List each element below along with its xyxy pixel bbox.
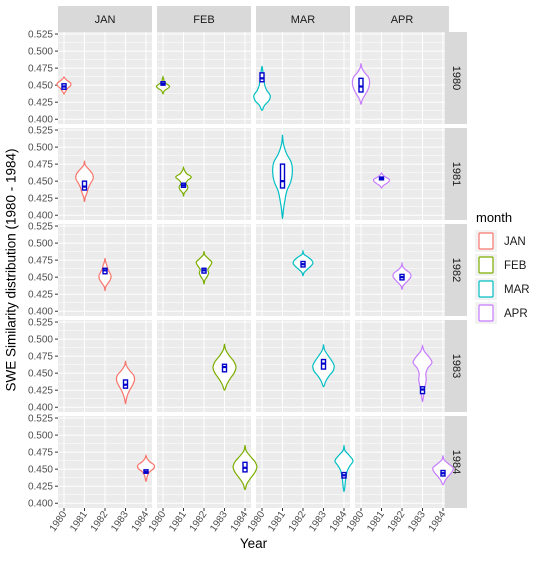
- x-tick-label: 1980: [246, 509, 268, 534]
- y-tick-label: 0.525: [28, 414, 53, 425]
- y-tick-label: 0.400: [28, 307, 53, 318]
- column-strip-label: APR: [391, 14, 414, 26]
- y-tick-label: 0.450: [28, 81, 53, 92]
- column-strip: [256, 6, 350, 32]
- x-tick-label: 1984: [328, 509, 350, 534]
- row-strip-label: 1981: [450, 162, 462, 186]
- x-tick-label: 1983: [307, 509, 329, 534]
- x-tick-label: 1983: [406, 509, 428, 534]
- row-strip: [445, 128, 467, 220]
- y-axis-title: SWE Similarity distribution (1980 - 1984…: [4, 148, 19, 391]
- y-tick-label: 0.500: [28, 239, 53, 250]
- x-tick-label: 1980: [48, 509, 70, 534]
- legend-key-swatch: [478, 256, 494, 274]
- y-tick-label: 0.500: [28, 335, 53, 346]
- y-tick-label: 0.525: [28, 126, 53, 137]
- y-tick-label: 0.475: [28, 448, 53, 459]
- x-axis-title: Year: [240, 536, 268, 551]
- boxplot-iqr: [279, 163, 286, 189]
- y-tick-label: 0.450: [28, 177, 53, 188]
- column-strip: [157, 6, 251, 32]
- x-tick-label: 1983: [208, 509, 230, 534]
- legend-key-swatch: [478, 304, 494, 322]
- y-tick-label: 0.475: [28, 160, 53, 171]
- x-tick-label: 1980: [345, 509, 367, 534]
- y-tick-label: 0.525: [28, 222, 53, 233]
- x-tick-label: 1981: [365, 509, 387, 534]
- row-strip: [445, 32, 467, 124]
- row-strip-label: 1982: [450, 258, 462, 282]
- column-strip-label: FEB: [193, 14, 214, 26]
- y-tick-label: 0.450: [28, 465, 53, 476]
- y-tick-label: 0.400: [28, 499, 53, 510]
- violin-shape: [334, 445, 354, 493]
- x-tick-label: 1984: [130, 509, 152, 534]
- legend-key-swatch: [478, 280, 494, 298]
- legend-title: month: [476, 210, 512, 225]
- y-tick-label: 0.425: [28, 98, 53, 109]
- y-tick-label: 0.425: [28, 386, 53, 397]
- x-tick-label: 1981: [167, 509, 189, 534]
- y-tick-label: 0.450: [28, 273, 53, 284]
- legend-label: MAR: [504, 284, 530, 296]
- row-strip-label: 1983: [450, 354, 462, 378]
- boxplot-iqr: [358, 77, 364, 93]
- row-strip-label: 1980: [450, 66, 462, 90]
- y-tick-label: 0.525: [28, 30, 53, 41]
- x-tick-label: 1984: [229, 509, 251, 534]
- y-tick-label: 0.475: [28, 352, 53, 363]
- legend-label: JAN: [504, 236, 526, 248]
- y-tick-label: 0.525: [28, 318, 53, 329]
- column-strip: [58, 6, 152, 32]
- violin-shape: [175, 165, 192, 197]
- legend-key-swatch: [478, 232, 494, 250]
- x-tick-label: 1982: [386, 509, 408, 534]
- legend-label: APR: [504, 308, 528, 320]
- x-tick-label: 1981: [266, 509, 288, 534]
- column-strip-label: MAR: [291, 14, 316, 26]
- y-tick-label: 0.500: [28, 431, 53, 442]
- y-tick-label: 0.475: [28, 256, 53, 267]
- y-tick-label: 0.450: [28, 369, 53, 380]
- y-tick-label: 0.425: [28, 482, 53, 493]
- y-tick-label: 0.400: [28, 211, 53, 222]
- y-tick-label: 0.425: [28, 290, 53, 301]
- x-tick-label: 1984: [427, 509, 449, 534]
- y-tick-label: 0.400: [28, 115, 53, 126]
- x-tick-label: 1982: [89, 509, 111, 534]
- violin-shape: [412, 344, 433, 403]
- y-tick-label: 0.425: [28, 194, 53, 205]
- row-strip: [445, 224, 467, 316]
- violin-shape: [136, 453, 156, 483]
- x-tick-label: 1981: [68, 509, 90, 534]
- y-tick-label: 0.475: [28, 64, 53, 75]
- column-strip-label: JAN: [95, 14, 116, 26]
- legend-label: FEB: [504, 260, 527, 272]
- row-strip: [445, 320, 467, 412]
- x-tick-label: 1982: [188, 509, 210, 534]
- y-tick-label: 0.500: [28, 47, 53, 58]
- row-strip: [445, 416, 467, 508]
- y-tick-label: 0.400: [28, 403, 53, 414]
- x-tick-label: 1982: [287, 509, 309, 534]
- x-tick-label: 1983: [109, 509, 131, 534]
- x-tick-label: 1980: [147, 509, 169, 534]
- y-tick-label: 0.500: [28, 143, 53, 154]
- column-strip: [355, 6, 449, 32]
